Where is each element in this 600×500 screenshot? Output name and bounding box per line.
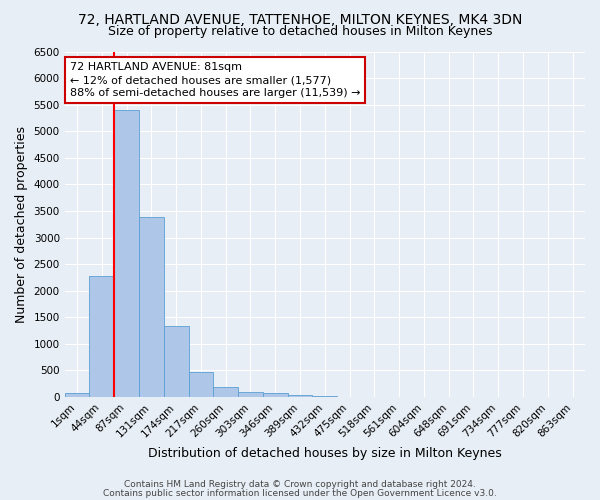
Text: Size of property relative to detached houses in Milton Keynes: Size of property relative to detached ho… xyxy=(108,25,492,38)
Bar xyxy=(263,394,287,397)
X-axis label: Distribution of detached houses by size in Milton Keynes: Distribution of detached houses by size … xyxy=(148,447,502,460)
Bar xyxy=(188,372,214,397)
Bar xyxy=(65,393,89,397)
Bar xyxy=(214,386,238,397)
Bar xyxy=(114,110,139,397)
Text: Contains HM Land Registry data © Crown copyright and database right 2024.: Contains HM Land Registry data © Crown c… xyxy=(124,480,476,489)
Bar xyxy=(139,218,164,397)
Bar xyxy=(164,326,188,397)
Y-axis label: Number of detached properties: Number of detached properties xyxy=(15,126,28,322)
Bar xyxy=(89,276,114,397)
Bar xyxy=(238,392,263,397)
Text: Contains public sector information licensed under the Open Government Licence v3: Contains public sector information licen… xyxy=(103,489,497,498)
Text: 72 HARTLAND AVENUE: 81sqm
← 12% of detached houses are smaller (1,577)
88% of se: 72 HARTLAND AVENUE: 81sqm ← 12% of detac… xyxy=(70,62,361,98)
Text: 72, HARTLAND AVENUE, TATTENHOE, MILTON KEYNES, MK4 3DN: 72, HARTLAND AVENUE, TATTENHOE, MILTON K… xyxy=(78,12,522,26)
Bar xyxy=(287,396,313,397)
Bar xyxy=(313,396,337,397)
